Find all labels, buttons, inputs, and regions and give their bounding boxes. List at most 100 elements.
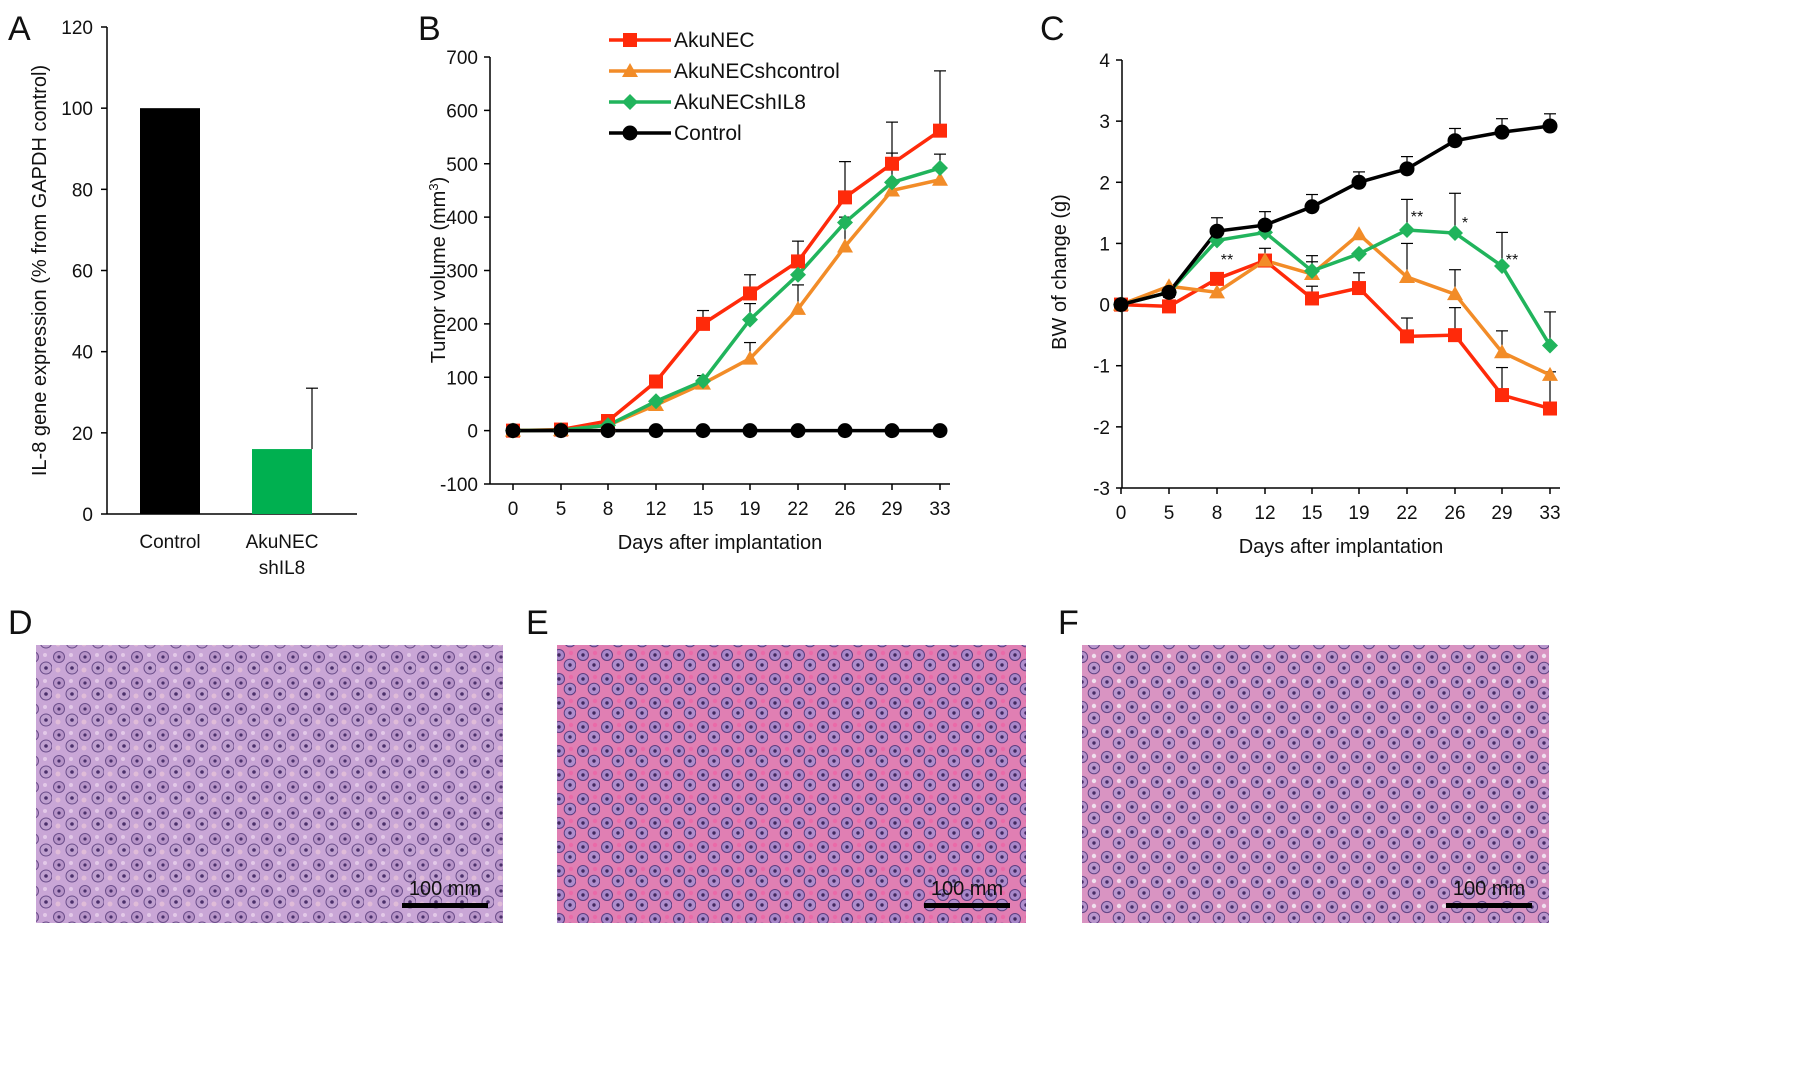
- y-tick-label-a: 0: [82, 505, 93, 526]
- x-tick-label-c: 0: [1116, 503, 1127, 524]
- point-akunecshil8-c: [1542, 337, 1558, 354]
- x-tick-label-b: 8: [603, 499, 614, 520]
- legend-marker-akunec: [623, 33, 637, 47]
- panel-label-b: B: [418, 10, 441, 48]
- significance-annotation-c: **: [1411, 209, 1423, 226]
- point-akunec-c: [1400, 329, 1414, 344]
- point-control-c: [1304, 199, 1320, 215]
- point-control-c: [1447, 133, 1463, 149]
- legend-marker-akunecshcontrol: [622, 63, 638, 77]
- legend-label-akunecshil8: AkuNECshIL8: [674, 91, 806, 114]
- point-akunec-b: [649, 374, 663, 389]
- point-akunec-c: [1495, 388, 1509, 403]
- y-tick-label-a: 60: [72, 262, 93, 283]
- y-tick-label-c: 2: [1099, 173, 1110, 194]
- point-akunec-c: [1305, 291, 1319, 306]
- point-akunec-b: [885, 156, 899, 171]
- point-control-b: [600, 423, 616, 439]
- micrograph-f: 100 mm: [1082, 645, 1549, 923]
- x-tick-label-b: 26: [834, 499, 855, 520]
- point-control-b: [837, 423, 853, 439]
- point-akunec-b: [696, 316, 710, 331]
- point-control-b: [648, 423, 664, 439]
- series-line-control-c: [1120, 124, 1551, 307]
- x-tick-label-c: 26: [1444, 503, 1465, 524]
- chart-a-il8-expression: 0 20 40 60 80 100 120 Control AkuNEC shIL8 IL-8 ge…: [29, 18, 357, 579]
- scale-bar-f: [1446, 903, 1532, 908]
- x-tick-label-b: 0: [508, 499, 519, 520]
- series-line-akunecshcontrol-b: [512, 178, 941, 433]
- scale-bar-d: [402, 903, 488, 908]
- point-control-c: [1113, 297, 1129, 313]
- bar-a: [252, 449, 312, 514]
- x-tick-label-c: 22: [1396, 503, 1417, 524]
- point-control-c: [1542, 118, 1558, 134]
- x-tick-label-b: 15: [692, 499, 713, 520]
- point-akunec-b: [743, 286, 757, 301]
- point-akunecshil8-c: [1399, 221, 1415, 238]
- y-axis-title-c: BW of change (g): [1049, 194, 1071, 350]
- point-akunecshcontrol-b: [837, 238, 853, 253]
- point-control-b: [884, 423, 900, 439]
- point-akunec-c: [1543, 401, 1557, 416]
- point-akunecshil8-c: [1304, 262, 1320, 279]
- y-tick-label-c: 4: [1099, 51, 1110, 72]
- x-tick-label-c: 8: [1212, 503, 1223, 524]
- point-akunec-c: [1448, 328, 1462, 343]
- scale-label-f: 100 mm: [1453, 878, 1525, 900]
- point-control-b: [695, 423, 711, 439]
- point-akunec-c: [1352, 281, 1366, 296]
- point-akunecshcontrol-c: [1399, 269, 1415, 284]
- scale-label-e: 100 mm: [931, 878, 1003, 900]
- point-control-c: [1351, 174, 1367, 190]
- y-tick-label-c: -2: [1093, 418, 1110, 439]
- x-tick-label-b: 12: [645, 499, 666, 520]
- point-akunecshcontrol-c: [1257, 252, 1273, 267]
- point-akunecshcontrol-b: [932, 171, 948, 186]
- y-tick-label-b: 400: [446, 208, 478, 229]
- point-akunecshcontrol-c: [1542, 366, 1558, 381]
- x-tick-label-c: 12: [1254, 503, 1275, 524]
- y-axis-title-a: IL-8 gene expression (% from GAPDH contr…: [29, 65, 51, 476]
- x-tick-label-c: 33: [1539, 503, 1560, 524]
- y-tick-label-b: 600: [446, 101, 478, 122]
- point-control-b: [932, 423, 948, 439]
- x-category-label-a: Control: [139, 532, 200, 553]
- point-akunecshcontrol-b: [790, 300, 806, 315]
- point-akunecshil8-b: [695, 372, 711, 389]
- micrograph-e: 100 mm: [557, 645, 1026, 923]
- x-tick-label-b: 33: [929, 499, 950, 520]
- point-akunecshcontrol-c: [1351, 226, 1367, 241]
- y-axis-title-b-main: Tumor volume (mm: [428, 191, 450, 364]
- micrograph-d: 100 mm: [36, 645, 503, 923]
- series-line-akunecshcontrol-c: [1120, 231, 1551, 377]
- series-line-akunecshil8-b: [512, 166, 941, 433]
- x-tick-label-b: 29: [881, 499, 902, 520]
- y-tick-label-c: -1: [1093, 357, 1110, 378]
- x-tick-label-b: 19: [739, 499, 760, 520]
- point-control-c: [1209, 223, 1225, 239]
- point-akunec-c: [1162, 299, 1176, 314]
- legend-label-control: Control: [674, 122, 742, 145]
- y-tick-label-a: 120: [61, 18, 93, 39]
- point-akunecshil8-b: [932, 160, 948, 177]
- y-tick-label-c: 0: [1099, 296, 1110, 317]
- series-line-akunec-b: [512, 129, 941, 433]
- point-akunecshil8-c: [1351, 245, 1367, 262]
- point-akunecshcontrol-c: [1494, 344, 1510, 359]
- point-control-b: [553, 423, 569, 439]
- point-control-c: [1399, 161, 1415, 177]
- x-tick-label-c: 19: [1348, 503, 1369, 524]
- x-axis-title-b: Days after implantation: [618, 532, 823, 554]
- point-control-b: [742, 423, 758, 439]
- y-tick-label-b: 100: [446, 368, 478, 389]
- legend-label-akunec: AkuNEC: [674, 29, 755, 52]
- panel-label-d: D: [8, 604, 33, 642]
- x-axis-title-c: Days after implantation: [1239, 536, 1444, 558]
- point-akunec-b: [791, 254, 805, 269]
- chart-b-tumor-volume: -100 0 100 200 300 400 500 600 700 0 5 8 12 15 19 22 26 2…: [426, 48, 951, 554]
- point-akunecshcontrol-c: [1209, 284, 1225, 299]
- point-control-c: [1161, 284, 1177, 300]
